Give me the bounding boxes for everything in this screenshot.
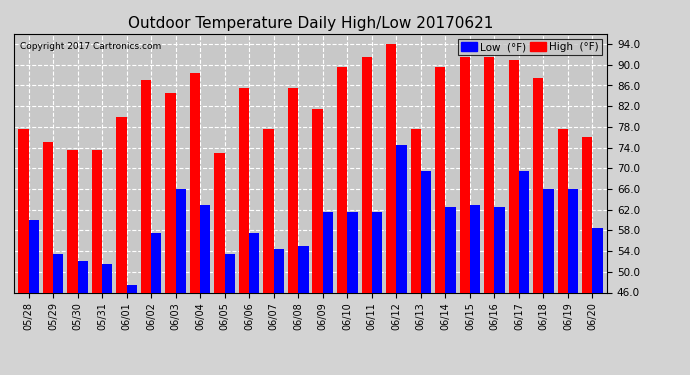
Text: Copyright 2017 Cartronics.com: Copyright 2017 Cartronics.com [20,42,161,51]
Bar [519,171,529,292]
Bar [215,153,225,292]
Bar [102,264,112,292]
Bar [67,150,77,292]
Bar [43,142,53,292]
Bar [347,212,357,292]
Bar [470,204,480,292]
Bar [264,129,274,292]
Bar [166,93,176,292]
Bar [77,261,88,292]
Bar [239,88,249,292]
Bar [28,220,39,292]
Bar [445,207,455,292]
Legend: Low  (°F), High  (°F): Low (°F), High (°F) [458,39,602,56]
Bar [533,78,544,292]
Bar [372,212,382,292]
Bar [396,145,406,292]
Bar [288,88,298,292]
Bar [544,189,554,292]
Bar [484,57,495,292]
Bar [495,207,504,292]
Bar [274,249,284,292]
Bar [249,233,259,292]
Bar [435,68,445,292]
Bar [200,204,210,292]
Bar [568,189,578,292]
Bar [411,129,421,292]
Bar [126,285,137,292]
Title: Outdoor Temperature Daily High/Low 20170621: Outdoor Temperature Daily High/Low 20170… [128,16,493,31]
Bar [53,254,63,292]
Bar [190,73,200,292]
Bar [176,189,186,292]
Bar [225,254,235,292]
Bar [460,57,470,292]
Bar [558,129,568,292]
Bar [323,212,333,292]
Bar [18,129,28,292]
Bar [582,137,593,292]
Bar [117,117,126,292]
Bar [386,44,396,292]
Bar [421,171,431,292]
Bar [141,80,151,292]
Bar [313,109,323,292]
Bar [337,68,347,292]
Bar [362,57,372,292]
Bar [593,228,603,292]
Bar [151,233,161,292]
Bar [509,60,519,292]
Bar [92,150,102,292]
Bar [298,246,308,292]
